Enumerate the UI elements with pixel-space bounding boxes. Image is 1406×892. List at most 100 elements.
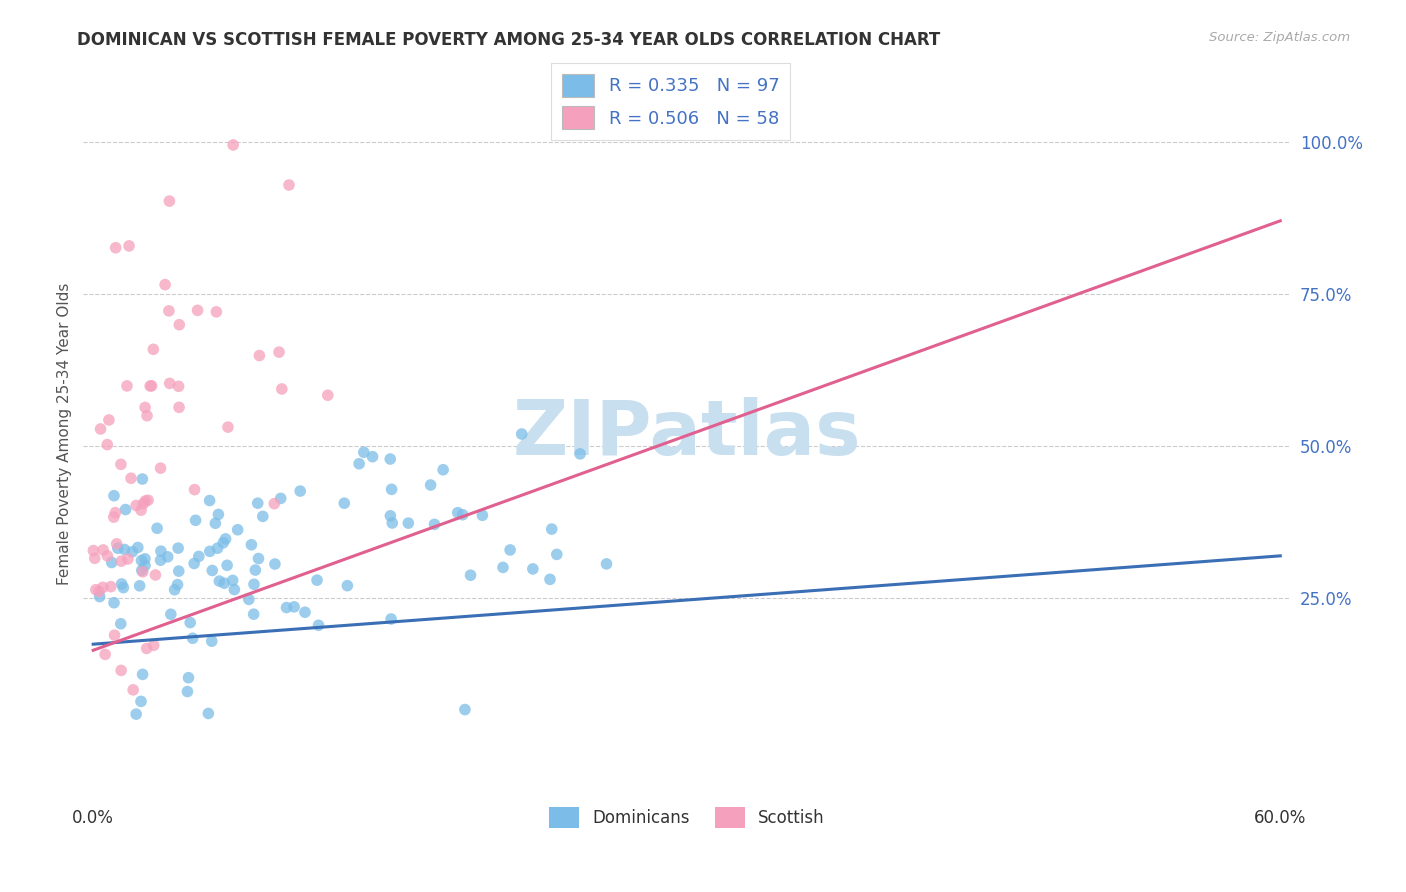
Point bbox=[183, 557, 205, 571]
Point bbox=[247, 349, 270, 363]
Point bbox=[112, 581, 135, 595]
Point bbox=[471, 508, 494, 523]
Point bbox=[242, 607, 264, 622]
Point bbox=[149, 461, 172, 475]
Point bbox=[540, 522, 562, 536]
Point bbox=[264, 557, 287, 571]
Point bbox=[100, 580, 122, 594]
Point bbox=[226, 523, 249, 537]
Point bbox=[198, 544, 221, 558]
Point bbox=[136, 493, 159, 508]
Point bbox=[97, 413, 120, 427]
Point bbox=[207, 541, 229, 556]
Point bbox=[103, 628, 125, 642]
Point bbox=[381, 516, 404, 530]
Point bbox=[447, 506, 470, 520]
Point bbox=[380, 612, 402, 626]
Point bbox=[115, 379, 138, 393]
Point bbox=[110, 664, 132, 678]
Point bbox=[167, 564, 190, 578]
Point bbox=[252, 509, 274, 524]
Point bbox=[129, 694, 152, 708]
Point bbox=[208, 574, 231, 588]
Point bbox=[432, 463, 454, 477]
Point bbox=[90, 422, 112, 436]
Point bbox=[82, 543, 104, 558]
Point bbox=[217, 558, 239, 573]
Point bbox=[316, 388, 339, 402]
Point bbox=[131, 563, 153, 577]
Point bbox=[294, 605, 316, 619]
Point bbox=[114, 502, 136, 516]
Legend: Dominicans, Scottish: Dominicans, Scottish bbox=[543, 800, 831, 835]
Point bbox=[139, 379, 162, 393]
Point bbox=[157, 304, 180, 318]
Point bbox=[89, 584, 111, 599]
Point bbox=[122, 682, 145, 697]
Point bbox=[110, 616, 132, 631]
Point bbox=[246, 496, 269, 510]
Point bbox=[276, 600, 298, 615]
Point bbox=[103, 510, 125, 524]
Point bbox=[107, 541, 129, 556]
Point bbox=[120, 471, 142, 485]
Point bbox=[91, 580, 114, 594]
Point bbox=[167, 541, 190, 555]
Point bbox=[451, 508, 474, 522]
Point bbox=[125, 499, 148, 513]
Point bbox=[290, 484, 312, 499]
Point bbox=[149, 544, 172, 558]
Text: DOMINICAN VS SCOTTISH FEMALE POVERTY AMONG 25-34 YEAR OLDS CORRELATION CHART: DOMINICAN VS SCOTTISH FEMALE POVERTY AMO… bbox=[77, 31, 941, 49]
Point bbox=[179, 615, 201, 630]
Point bbox=[270, 491, 292, 506]
Point bbox=[134, 551, 156, 566]
Point bbox=[118, 239, 141, 253]
Point bbox=[169, 318, 191, 332]
Point bbox=[156, 549, 179, 564]
Point bbox=[212, 576, 235, 591]
Point bbox=[305, 573, 328, 587]
Point bbox=[166, 577, 188, 591]
Point bbox=[380, 508, 402, 523]
Point bbox=[217, 420, 239, 434]
Point bbox=[157, 194, 180, 208]
Point bbox=[104, 506, 127, 520]
Point bbox=[460, 568, 482, 582]
Point bbox=[132, 497, 155, 511]
Point bbox=[205, 305, 228, 319]
Point bbox=[197, 706, 219, 721]
Point bbox=[94, 648, 117, 662]
Point bbox=[361, 450, 384, 464]
Point bbox=[333, 496, 356, 510]
Point bbox=[159, 376, 181, 391]
Point bbox=[454, 702, 477, 716]
Point bbox=[100, 556, 122, 570]
Point bbox=[396, 516, 419, 530]
Point bbox=[186, 303, 208, 318]
Point bbox=[131, 667, 153, 681]
Point bbox=[247, 551, 270, 566]
Point bbox=[278, 178, 301, 192]
Point bbox=[127, 541, 149, 555]
Point bbox=[134, 494, 156, 508]
Point bbox=[176, 684, 198, 698]
Point bbox=[595, 557, 617, 571]
Point bbox=[129, 503, 152, 517]
Point bbox=[105, 537, 128, 551]
Text: ZIPatlas: ZIPatlas bbox=[512, 397, 860, 471]
Point bbox=[522, 562, 544, 576]
Point bbox=[353, 445, 375, 459]
Point bbox=[336, 579, 359, 593]
Point bbox=[240, 538, 263, 552]
Point bbox=[198, 493, 221, 508]
Point bbox=[214, 532, 236, 546]
Point bbox=[380, 452, 402, 467]
Point bbox=[201, 634, 224, 648]
Point bbox=[492, 560, 515, 574]
Point bbox=[201, 564, 224, 578]
Point bbox=[245, 563, 267, 577]
Point bbox=[153, 277, 176, 292]
Point bbox=[546, 548, 568, 562]
Point bbox=[111, 577, 134, 591]
Point bbox=[134, 401, 156, 415]
